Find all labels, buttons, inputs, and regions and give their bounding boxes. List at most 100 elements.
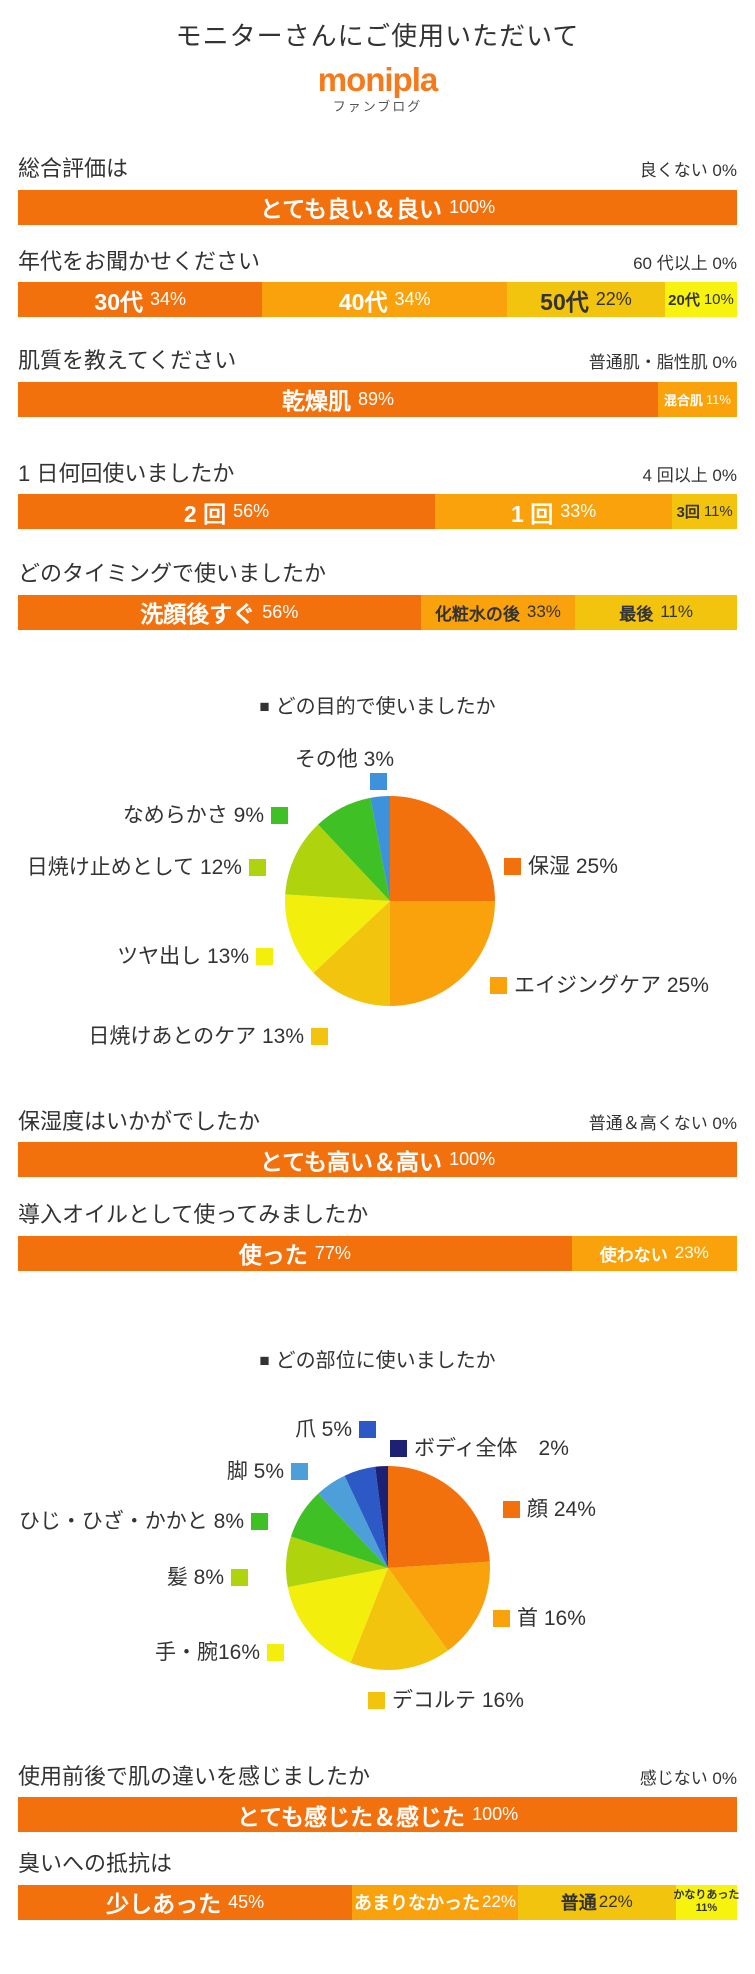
- section-heading: 1 日何回使いましたか: [18, 460, 235, 486]
- pie-slice: [390, 795, 495, 901]
- segment-label: 少しあった: [106, 1891, 222, 1917]
- pie-slice: [390, 900, 495, 1006]
- bar-section-overall: 総合評価は 良くない 0% とても良い＆良い 100%: [18, 155, 737, 225]
- pie-title: ■ どの目的で使いましたか: [0, 692, 755, 723]
- zero-count-label: 普通＆高くない 0%: [588, 1113, 737, 1133]
- segment-percent: 23%: [674, 1243, 709, 1262]
- pie-section: ■ どの目的で使いましたか 保湿 25% エイジングケア 25% 日焼けあとのケア 13…: [0, 692, 755, 1058]
- segment-label: 20代: [668, 292, 700, 309]
- legend-color-swatch: [271, 806, 288, 824]
- segment-label: 3回: [676, 504, 700, 521]
- legend-color-swatch: [490, 976, 507, 994]
- pie-slice: [388, 1465, 490, 1568]
- segment-label: あまりなかった: [353, 1893, 480, 1913]
- zero-count-label: 4 回以上 0%: [642, 465, 737, 485]
- segment-label: とても感じた＆感じた: [236, 1803, 466, 1830]
- segment-percent: 33%: [560, 501, 597, 521]
- page-title: モニターさんにご使用いただいて: [175, 21, 580, 51]
- bar-section-timing: どのタイミングで使いましたか洗顔後すぐ 56% 化粧水の後 33% 最後 11%: [18, 560, 737, 630]
- pie-slice: [285, 893, 390, 973]
- segment-percent: 22%: [598, 1892, 633, 1911]
- section-header-row: 総合評価は 良くない 0%: [18, 155, 737, 183]
- segment-percent: 22%: [481, 1892, 517, 1911]
- stacked-bar: とても良い＆良い 100%: [18, 189, 737, 225]
- legend-color-swatch: [256, 947, 273, 965]
- bar-segment: 30代 34%: [18, 282, 263, 317]
- segment-label: 40代: [338, 288, 388, 315]
- pie-slice: [375, 1465, 388, 1568]
- pie-legend-label: その他 3%: [294, 747, 394, 771]
- bar-segment: とても良い＆良い 100%: [18, 189, 737, 225]
- pie-legend-label: ひじ・ひざ・かかと 8%: [18, 1509, 244, 1533]
- segment-percent: 11%: [660, 602, 693, 621]
- bar-segment: 使った 77%: [18, 1235, 572, 1271]
- pie-legend-label: ツヤ出し 13%: [117, 944, 249, 968]
- section-heading: 導入オイルとして使ってみましたか: [18, 1202, 369, 1227]
- stacked-bar: 使った 77% 使わない 23%: [18, 1235, 737, 1271]
- bar-segment: 40代 34%: [262, 282, 507, 317]
- segment-percent: 33%: [526, 602, 561, 621]
- segment-label: 1 回: [511, 500, 554, 527]
- square-bullet-icon: ■: [259, 1350, 270, 1370]
- segment-percent: 11%: [695, 1902, 718, 1914]
- pie-slice: [285, 823, 390, 901]
- bar-section-moisture: 保湿度はいかがでしたか 普通＆高くない 0% とても高い＆高い 100%: [18, 1108, 737, 1177]
- pie-slice: [313, 900, 390, 1006]
- segment-percent: 100%: [449, 1149, 496, 1169]
- bar-segment: あまりなかった 22%: [352, 1884, 518, 1920]
- pie-legend-label: 顔 24%: [527, 1497, 596, 1521]
- legend-color-swatch: [503, 1500, 520, 1518]
- pie-legend-label: エイジングケア 25%: [514, 973, 709, 997]
- legend-color-swatch: [267, 1643, 284, 1661]
- pie-chart-svg: [285, 795, 495, 1006]
- segment-label: とても良い＆良い: [259, 196, 443, 222]
- pie-legend-label: 首 16%: [517, 1606, 586, 1630]
- stacked-bar: 30代 34% 40代 34% 50代 22% 20代 10%: [18, 282, 737, 317]
- pie-legend-label: 爪 5%: [294, 1417, 352, 1441]
- bar-segment: 1 回 33%: [435, 494, 673, 529]
- segment-percent: 100%: [472, 1804, 519, 1824]
- section-heading: 肌質を教えてください: [18, 348, 237, 373]
- legend-color-swatch: [311, 1027, 328, 1045]
- pie-slice: [344, 1466, 388, 1568]
- pie-title-text: どの部位に使いましたか: [275, 1349, 496, 1372]
- pie-slice: [388, 1561, 490, 1651]
- segment-percent: 77%: [314, 1242, 351, 1263]
- segment-percent: 10%: [703, 291, 734, 308]
- stacked-bar: 洗顔後すぐ 56% 化粧水の後 33% 最後 11%: [18, 594, 737, 630]
- pie-legend-label: 髪 8%: [166, 1565, 224, 1589]
- pie-legend-label: なめらかさ 9%: [122, 803, 264, 827]
- segment-percent: 11%: [703, 503, 733, 520]
- section-header-row: 導入オイルとして使ってみましたか: [18, 1201, 737, 1229]
- pie-section: ■ どの部位に使いましたか顔 24% 首 16% デコルテ 16% 手・腕16% 髪 8%…: [0, 1346, 755, 1722]
- section-heading: どのタイミングで使いましたか: [18, 561, 327, 586]
- stacked-bar: 少しあった 45% あまりなかった 22% 普通 22% かなりあった 11%: [18, 1884, 740, 1920]
- pie-slice: [318, 797, 390, 901]
- legend-color-swatch: [291, 1462, 308, 1480]
- stacked-bar: とても高い＆高い 100%: [18, 1142, 737, 1177]
- section-header-row: どのタイミングで使いましたか: [18, 560, 737, 588]
- sections-container: 総合評価は 良くない 0% とても良い＆良い 100% 年代をお聞かせください 60 代以…: [0, 155, 755, 1920]
- pie-chart-box: 顔 24% 首 16% デコルテ 16% 手・腕16% 髪 8% ひじ・ひざ・かかと 8%…: [0, 1377, 755, 1722]
- pie-slice: [350, 1567, 448, 1670]
- bar-segment: かなりあった 11%: [673, 1884, 740, 1920]
- legend-color-swatch: [249, 858, 266, 876]
- bar-segment: 20代 10%: [665, 282, 737, 317]
- pie-chart-box: 保湿 25% エイジングケア 25% 日焼けあとのケア 13% ツヤ出し 13% 日焼け…: [0, 723, 755, 1058]
- segment-label: 混合肌: [663, 392, 703, 408]
- legend-color-swatch: [504, 857, 521, 875]
- bar-segment: 混合肌 11%: [657, 381, 737, 417]
- segment-percent: 56%: [233, 501, 270, 521]
- segment-label: とても高い＆高い: [259, 1148, 443, 1175]
- section-header-row: 肌質を教えてください 普通肌・脂性肌 0%: [18, 347, 737, 375]
- pie-legend-label: 日焼けあとのケア 13%: [88, 1024, 304, 1048]
- segment-percent: 45%: [228, 1891, 265, 1912]
- legend-color-swatch: [251, 1512, 268, 1530]
- bar-section-frequency: 1 日何回使いましたか 4 回以上 0% 2 回 56% 1 回 33% 3回 11%: [18, 460, 737, 529]
- section-header-row: 年代をお聞かせください 60 代以上 0%: [18, 248, 737, 276]
- bar-segment: 乾燥肌 89%: [18, 381, 658, 417]
- pie-legend-label: ボディ全体 2%: [414, 1436, 569, 1460]
- segment-label: かなりあった: [673, 1889, 740, 1902]
- bar-segment: 少しあった 45%: [18, 1884, 353, 1920]
